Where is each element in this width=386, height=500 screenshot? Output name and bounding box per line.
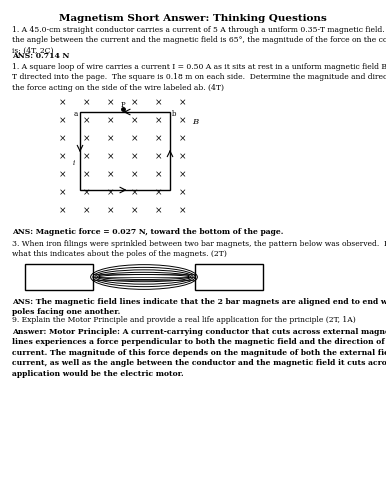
Text: ×: ×: [178, 206, 186, 216]
Text: ×: ×: [154, 116, 162, 126]
Text: ×: ×: [82, 206, 90, 216]
Text: ×: ×: [58, 206, 66, 216]
Text: ×: ×: [130, 134, 138, 143]
Bar: [25, 264, 93, 290]
Text: ×: ×: [58, 116, 66, 126]
Text: ×: ×: [154, 134, 162, 143]
Text: ×: ×: [58, 188, 66, 198]
Text: ×: ×: [130, 152, 138, 162]
Text: ×: ×: [130, 206, 138, 216]
Text: ×: ×: [106, 116, 114, 126]
Text: b: b: [172, 110, 176, 118]
Text: ×: ×: [178, 170, 186, 179]
Text: ×: ×: [106, 170, 114, 179]
Text: ×: ×: [106, 98, 114, 108]
Text: ×: ×: [82, 188, 90, 198]
Text: ×: ×: [154, 170, 162, 179]
Text: ×: ×: [58, 134, 66, 143]
Text: ×: ×: [106, 188, 114, 198]
Text: ×: ×: [82, 152, 90, 162]
Text: 9. Explain the Motor Principle and provide a real life application for the princ: 9. Explain the Motor Principle and provi…: [12, 316, 356, 324]
Text: a: a: [74, 110, 78, 118]
Bar: [80, 112, 170, 190]
Text: ANS: The magnetic field lines indicate that the 2 bar magnets are aligned end to: ANS: The magnetic field lines indicate t…: [12, 298, 386, 316]
Text: ×: ×: [178, 188, 186, 198]
Text: ×: ×: [130, 188, 138, 198]
Text: ×: ×: [154, 98, 162, 108]
Text: ×: ×: [130, 170, 138, 179]
Text: ×: ×: [154, 206, 162, 216]
Text: ×: ×: [106, 206, 114, 216]
Text: P: P: [121, 101, 125, 109]
Text: Answer: Motor Principle: A current-carrying conductor that cuts across external : Answer: Motor Principle: A current-carry…: [12, 328, 386, 378]
Bar: [195, 264, 263, 290]
Text: ×: ×: [106, 134, 114, 143]
Text: i: i: [73, 158, 75, 166]
Text: ×: ×: [154, 188, 162, 198]
Text: ×: ×: [130, 116, 138, 126]
Text: B: B: [192, 118, 198, 126]
Text: ×: ×: [82, 116, 90, 126]
Text: ×: ×: [130, 98, 138, 108]
Text: ×: ×: [82, 134, 90, 143]
Text: 3. When iron filings were sprinkled between two bar magnets, the pattern below w: 3. When iron filings were sprinkled betw…: [12, 240, 386, 258]
Text: ×: ×: [178, 152, 186, 162]
Text: ×: ×: [58, 152, 66, 162]
Text: ×: ×: [154, 152, 162, 162]
Text: ×: ×: [82, 98, 90, 108]
Text: ×: ×: [106, 152, 114, 162]
Text: 1. A square loop of wire carries a current I = 0.50 A as it sits at rest in a un: 1. A square loop of wire carries a curre…: [12, 63, 386, 92]
Text: ×: ×: [82, 170, 90, 179]
Text: ×: ×: [178, 98, 186, 108]
Text: Magnetism Short Answer: Thinking Questions: Magnetism Short Answer: Thinking Questio…: [59, 14, 327, 23]
Text: ×: ×: [58, 170, 66, 179]
Text: ×: ×: [178, 134, 186, 143]
Text: ×: ×: [58, 98, 66, 108]
Text: 1. A 45.0-cm straight conductor carries a current of 5 A through a uniform 0.35-: 1. A 45.0-cm straight conductor carries …: [12, 26, 386, 55]
Text: ANS: 0.714 N: ANS: 0.714 N: [12, 52, 69, 60]
Text: ANS: Magnetic force = 0.027 N, toward the bottom of the page.: ANS: Magnetic force = 0.027 N, toward th…: [12, 228, 283, 236]
Text: ×: ×: [178, 116, 186, 126]
